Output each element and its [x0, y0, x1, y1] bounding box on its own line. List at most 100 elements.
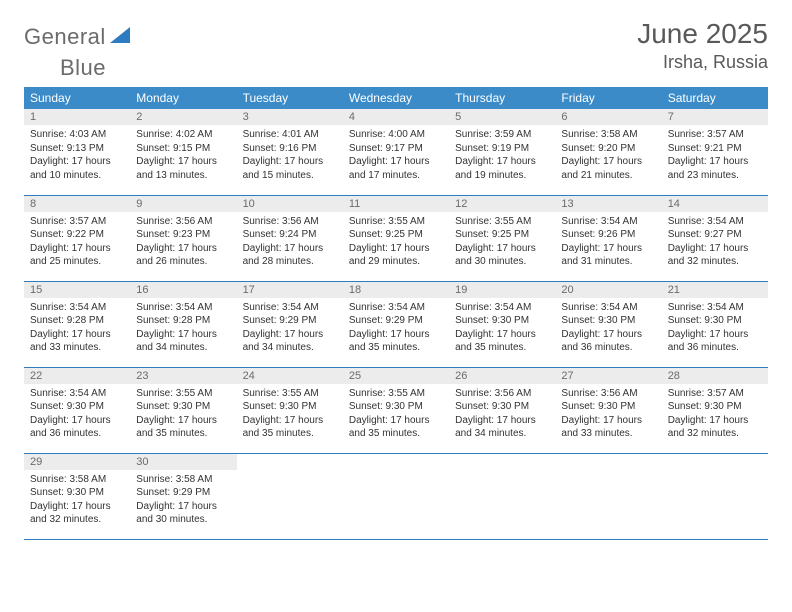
day-details: Sunrise: 3:54 AMSunset: 9:30 PMDaylight:… [24, 384, 130, 445]
day-number: 24 [237, 368, 343, 384]
calendar-cell: 25Sunrise: 3:55 AMSunset: 9:30 PMDayligh… [343, 367, 449, 453]
day-number: 10 [237, 196, 343, 212]
day-number: 25 [343, 368, 449, 384]
daylight-line: Daylight: 17 hours and 17 minutes. [349, 155, 443, 182]
weekday-header: Saturday [662, 87, 768, 109]
sunrise-line: Sunrise: 3:58 AM [561, 128, 655, 142]
calendar-cell: 4Sunrise: 4:00 AMSunset: 9:17 PMDaylight… [343, 109, 449, 195]
weekday-header: Sunday [24, 87, 130, 109]
sunrise-line: Sunrise: 3:54 AM [30, 387, 124, 401]
sunrise-line: Sunrise: 3:54 AM [668, 301, 762, 315]
brand-logo: General [24, 24, 134, 50]
calendar-cell: 16Sunrise: 3:54 AMSunset: 9:28 PMDayligh… [130, 281, 236, 367]
daylight-line: Daylight: 17 hours and 35 minutes. [455, 328, 549, 355]
daylight-line: Daylight: 17 hours and 29 minutes. [349, 242, 443, 269]
day-details: Sunrise: 3:55 AMSunset: 9:25 PMDaylight:… [449, 212, 555, 273]
sunset-line: Sunset: 9:30 PM [561, 400, 655, 414]
day-number: 15 [24, 282, 130, 298]
calendar-cell: 24Sunrise: 3:55 AMSunset: 9:30 PMDayligh… [237, 367, 343, 453]
sunset-line: Sunset: 9:26 PM [561, 228, 655, 242]
day-number: 3 [237, 109, 343, 125]
calendar-cell [449, 453, 555, 539]
daylight-line: Daylight: 17 hours and 21 minutes. [561, 155, 655, 182]
calendar-cell: 17Sunrise: 3:54 AMSunset: 9:29 PMDayligh… [237, 281, 343, 367]
sunrise-line: Sunrise: 3:54 AM [136, 301, 230, 315]
calendar-cell: 26Sunrise: 3:56 AMSunset: 9:30 PMDayligh… [449, 367, 555, 453]
calendar-cell [662, 453, 768, 539]
sunset-line: Sunset: 9:30 PM [668, 314, 762, 328]
brand-part2: Blue [60, 55, 106, 80]
sunrise-line: Sunrise: 3:54 AM [349, 301, 443, 315]
sunset-line: Sunset: 9:15 PM [136, 142, 230, 156]
sunrise-line: Sunrise: 3:54 AM [668, 215, 762, 229]
day-number: 12 [449, 196, 555, 212]
calendar-cell: 29Sunrise: 3:58 AMSunset: 9:30 PMDayligh… [24, 453, 130, 539]
day-details: Sunrise: 3:58 AMSunset: 9:30 PMDaylight:… [24, 470, 130, 531]
sunrise-line: Sunrise: 3:56 AM [136, 215, 230, 229]
calendar-cell: 30Sunrise: 3:58 AMSunset: 9:29 PMDayligh… [130, 453, 236, 539]
day-details: Sunrise: 4:02 AMSunset: 9:15 PMDaylight:… [130, 125, 236, 186]
daylight-line: Daylight: 17 hours and 35 minutes. [349, 328, 443, 355]
daylight-line: Daylight: 17 hours and 35 minutes. [243, 414, 337, 441]
day-number: 1 [24, 109, 130, 125]
sunrise-line: Sunrise: 3:55 AM [455, 215, 549, 229]
calendar-cell: 18 Sunrise: 3:54 AMSunset: 9:29 PMDayligh… [343, 281, 449, 367]
sunrise-line: Sunrise: 3:56 AM [243, 215, 337, 229]
daylight-line: Daylight: 17 hours and 32 minutes. [668, 414, 762, 441]
day-details: Sunrise: 4:03 AMSunset: 9:13 PMDaylight:… [24, 125, 130, 186]
daylight-line: Daylight: 17 hours and 33 minutes. [561, 414, 655, 441]
day-number: 6 [555, 109, 661, 125]
daylight-line: Daylight: 17 hours and 13 minutes. [136, 155, 230, 182]
calendar-row: 15Sunrise: 3:54 AMSunset: 9:28 PMDayligh… [24, 281, 768, 367]
day-details: Sunrise: 3:58 AMSunset: 9:20 PMDaylight:… [555, 125, 661, 186]
calendar-cell: 8Sunrise: 3:57 AMSunset: 9:22 PMDaylight… [24, 195, 130, 281]
day-details: Sunrise: 3:57 AMSunset: 9:30 PMDaylight:… [662, 384, 768, 445]
day-number: 29 [24, 454, 130, 470]
sunrise-line: Sunrise: 3:54 AM [561, 215, 655, 229]
day-details: Sunrise: 3:59 AMSunset: 9:19 PMDaylight:… [449, 125, 555, 186]
daylight-line: Daylight: 17 hours and 30 minutes. [136, 500, 230, 527]
sunset-line: Sunset: 9:30 PM [668, 400, 762, 414]
sunrise-line: Sunrise: 3:58 AM [136, 473, 230, 487]
sunrise-line: Sunrise: 4:00 AM [349, 128, 443, 142]
calendar-cell: 10Sunrise: 3:56 AMSunset: 9:24 PMDayligh… [237, 195, 343, 281]
calendar-cell: 22Sunrise: 3:54 AMSunset: 9:30 PMDayligh… [24, 367, 130, 453]
sunrise-line: Sunrise: 3:56 AM [455, 387, 549, 401]
day-number: 23 [130, 368, 236, 384]
sunset-line: Sunset: 9:30 PM [455, 400, 549, 414]
calendar-cell: 20Sunrise: 3:54 AMSunset: 9:30 PMDayligh… [555, 281, 661, 367]
brand-triangle-icon [110, 27, 130, 48]
day-number: 26 [449, 368, 555, 384]
sunset-line: Sunset: 9:13 PM [30, 142, 124, 156]
day-number: 17 [237, 282, 343, 298]
sunrise-line: Sunrise: 3:55 AM [136, 387, 230, 401]
day-details: Sunrise: 3:54 AMSunset: 9:28 PMDaylight:… [130, 298, 236, 359]
brand-part2-wrap: Blue [24, 55, 768, 81]
day-details: Sunrise: 3:58 AMSunset: 9:29 PMDaylight:… [130, 470, 236, 531]
daylight-line: Daylight: 17 hours and 28 minutes. [243, 242, 337, 269]
daylight-line: Daylight: 17 hours and 34 minutes. [243, 328, 337, 355]
calendar-cell: 28Sunrise: 3:57 AMSunset: 9:30 PMDayligh… [662, 367, 768, 453]
sunset-line: Sunset: 9:24 PM [243, 228, 337, 242]
sunset-line: Sunset: 9:30 PM [243, 400, 337, 414]
sunset-line: Sunset: 9:30 PM [30, 400, 124, 414]
day-details: Sunrise: 3:54 AMSunset: 9:29 PMDaylight:… [237, 298, 343, 359]
day-number: 19 [449, 282, 555, 298]
daylight-line: Daylight: 17 hours and 23 minutes. [668, 155, 762, 182]
sunset-line: Sunset: 9:29 PM [349, 314, 443, 328]
calendar-cell: 5Sunrise: 3:59 AMSunset: 9:19 PMDaylight… [449, 109, 555, 195]
day-details: Sunrise: 3:57 AMSunset: 9:22 PMDaylight:… [24, 212, 130, 273]
calendar-cell: 11Sunrise: 3:55 AMSunset: 9:25 PMDayligh… [343, 195, 449, 281]
day-number: 20 [555, 282, 661, 298]
month-title: June 2025 [637, 18, 768, 50]
day-details: Sunrise: 3:54 AMSunset: 9:28 PMDaylight:… [24, 298, 130, 359]
day-details: Sunrise: 3:54 AMSunset: 9:30 PMDaylight:… [449, 298, 555, 359]
day-details: Sunrise: 3:56 AMSunset: 9:24 PMDaylight:… [237, 212, 343, 273]
day-details: Sunrise: 3:57 AMSunset: 9:21 PMDaylight:… [662, 125, 768, 186]
day-number: 13 [555, 196, 661, 212]
day-number: 18 [343, 282, 449, 298]
calendar-row: 8Sunrise: 3:57 AMSunset: 9:22 PMDaylight… [24, 195, 768, 281]
calendar-cell: 21Sunrise: 3:54 AMSunset: 9:30 PMDayligh… [662, 281, 768, 367]
day-number: 5 [449, 109, 555, 125]
weekday-row: SundayMondayTuesdayWednesdayThursdayFrid… [24, 87, 768, 109]
